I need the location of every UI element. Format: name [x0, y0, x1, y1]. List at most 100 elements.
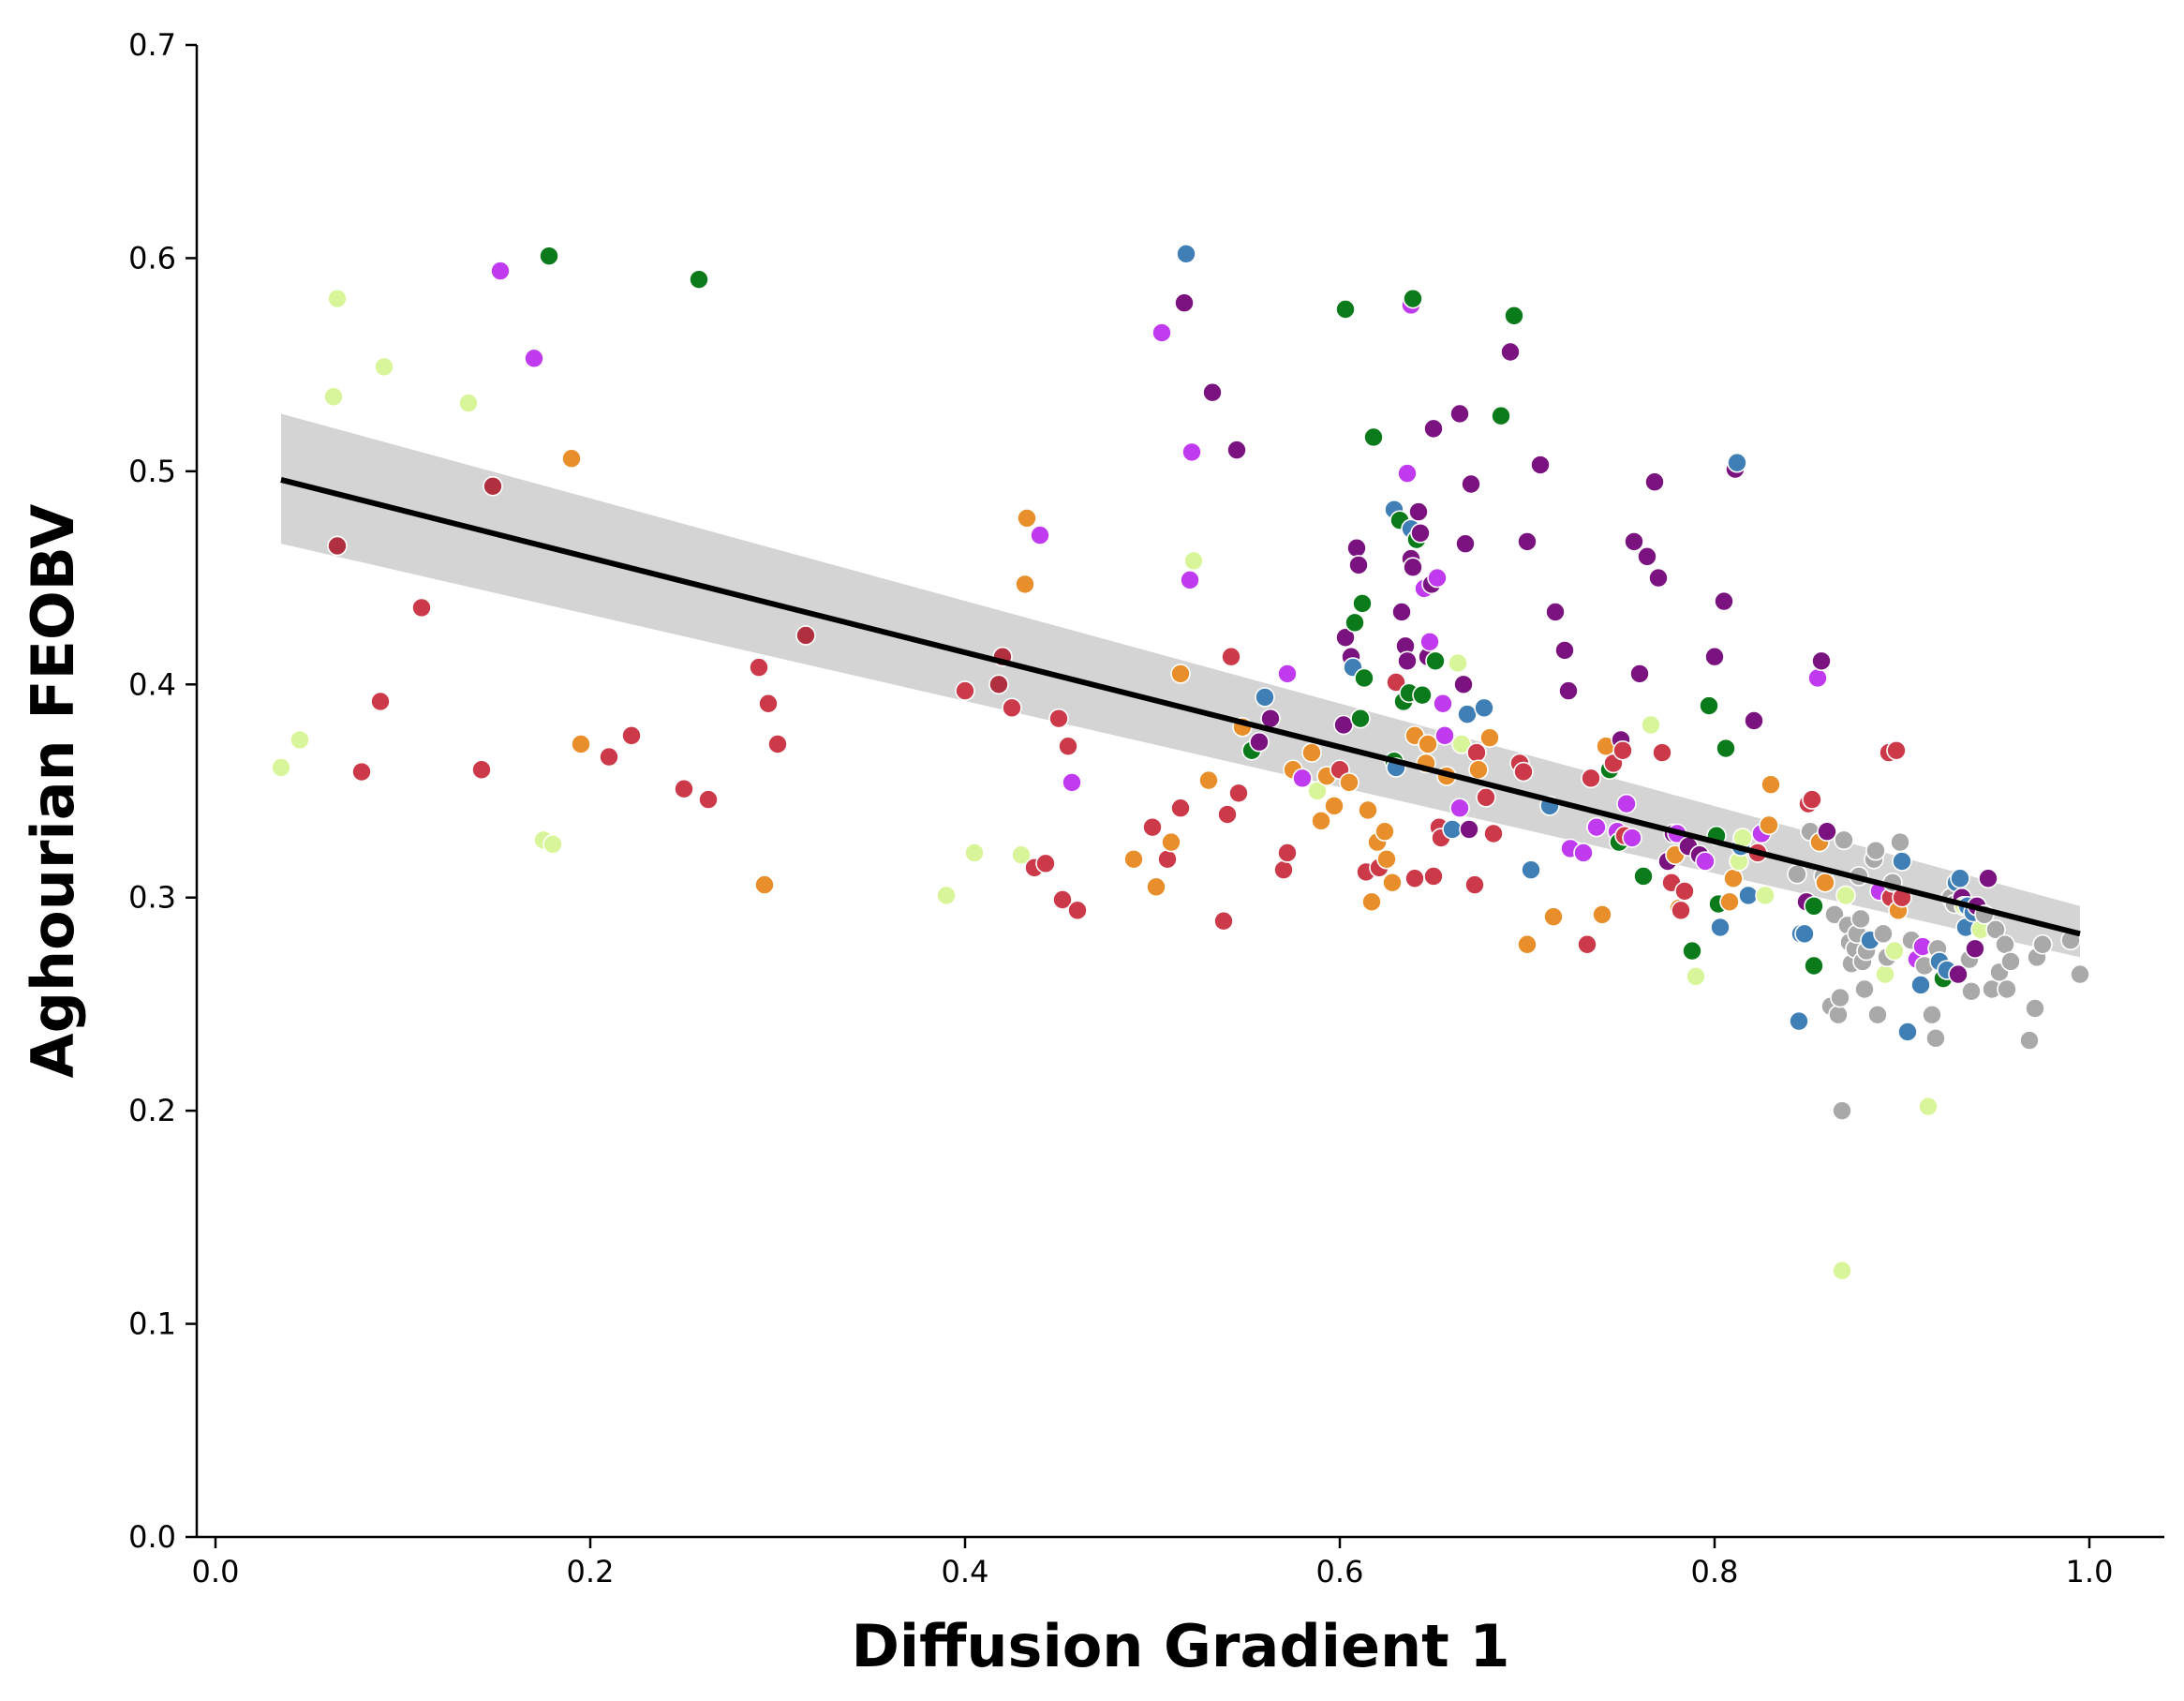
data-point — [1513, 761, 1534, 783]
data-point — [1002, 697, 1022, 719]
data-point — [1997, 978, 2017, 1000]
data-point — [1474, 697, 1494, 719]
data-point — [754, 874, 775, 895]
data-point — [1198, 769, 1219, 791]
data-point — [1058, 736, 1078, 757]
data-point — [1671, 900, 1691, 921]
data-point — [1346, 537, 1367, 559]
data-point — [1573, 843, 1594, 863]
data-point — [767, 734, 788, 754]
y-tick-label: 0.7 — [128, 27, 176, 63]
data-point — [1850, 908, 1871, 930]
data-point — [1030, 525, 1050, 545]
data-point — [1442, 819, 1463, 840]
x-tick-label: 1.0 — [2066, 1554, 2114, 1589]
data-point — [1455, 533, 1476, 554]
data-point — [1217, 804, 1238, 825]
y-tick-label: 0.2 — [128, 1093, 176, 1128]
data-point — [1434, 725, 1455, 746]
data-point — [1699, 695, 1719, 716]
data-point — [1804, 896, 1824, 917]
data-point — [2070, 963, 2090, 985]
data-point — [1834, 829, 1854, 851]
data-point — [524, 348, 544, 369]
data-point — [1382, 872, 1403, 893]
data-point — [1794, 923, 1815, 945]
data-point — [1423, 418, 1444, 440]
data-point — [1723, 868, 1744, 889]
data-point — [1397, 463, 1418, 484]
data-point — [1637, 546, 1657, 567]
data-point — [1965, 938, 1985, 960]
data-point — [1830, 987, 1850, 1008]
data-point — [1682, 940, 1702, 962]
data-point — [1854, 978, 1875, 1000]
x-tick-label: 0.2 — [567, 1554, 615, 1589]
data-point — [1255, 687, 1275, 708]
data-point — [1500, 341, 1521, 363]
data-point — [1453, 674, 1474, 695]
data-point — [1466, 742, 1487, 763]
data-point — [571, 734, 591, 754]
data-point — [1483, 823, 1504, 844]
data-point — [2000, 951, 2021, 972]
data-point — [1151, 322, 1172, 343]
data-point — [1228, 783, 1249, 804]
data-point — [1714, 590, 1734, 612]
data-point — [1449, 798, 1470, 818]
data-point — [1339, 772, 1359, 793]
data-point — [1744, 710, 1764, 731]
data-point — [1052, 889, 1073, 910]
data-point — [674, 778, 694, 799]
data-point — [1301, 742, 1322, 763]
data-point — [1648, 567, 1669, 589]
data-point — [1948, 963, 1969, 985]
data-point — [1577, 933, 1597, 955]
data-point — [1586, 816, 1607, 838]
data-point — [561, 448, 582, 470]
data-point — [1867, 1005, 1888, 1025]
data-point — [1307, 781, 1328, 801]
data-point — [1558, 680, 1579, 701]
data-point — [1423, 866, 1444, 887]
data-point — [458, 393, 479, 413]
data-point — [795, 625, 816, 646]
data-point — [1517, 933, 1538, 955]
data-point — [1249, 731, 1270, 753]
data-point — [1476, 787, 1496, 808]
data-point — [1652, 742, 1672, 763]
data-point — [1910, 975, 1931, 995]
data-point — [539, 246, 559, 266]
data-points-layer — [271, 244, 2090, 1281]
data-point — [1408, 501, 1429, 522]
data-point — [1142, 816, 1163, 838]
data-point — [1361, 891, 1382, 913]
data-point — [1333, 714, 1354, 736]
data-point — [1354, 667, 1374, 689]
data-point — [1468, 759, 1489, 781]
data-point — [1686, 966, 1706, 987]
data-point — [1897, 1022, 1918, 1042]
data-point — [1397, 650, 1418, 672]
data-point — [988, 674, 1009, 695]
data-point — [271, 757, 291, 778]
data-point — [1062, 772, 1082, 793]
data-point — [1123, 848, 1144, 870]
data-point — [351, 761, 372, 783]
data-point — [1554, 640, 1575, 661]
y-tick-label: 0.5 — [128, 454, 176, 489]
data-point — [1892, 851, 1912, 872]
data-point — [1358, 799, 1378, 821]
x-axis-title: Diffusion Gradient 1 — [851, 1612, 1509, 1680]
data-point — [1616, 793, 1637, 814]
data-point — [323, 386, 344, 408]
data-point — [1433, 693, 1453, 714]
data-point — [1491, 405, 1511, 426]
y-tick-label: 0.6 — [128, 240, 176, 276]
data-point — [1386, 672, 1406, 693]
data-point — [1755, 885, 1775, 906]
data-point — [1759, 814, 1779, 836]
data-point — [1412, 684, 1433, 706]
data-point — [1161, 831, 1181, 853]
